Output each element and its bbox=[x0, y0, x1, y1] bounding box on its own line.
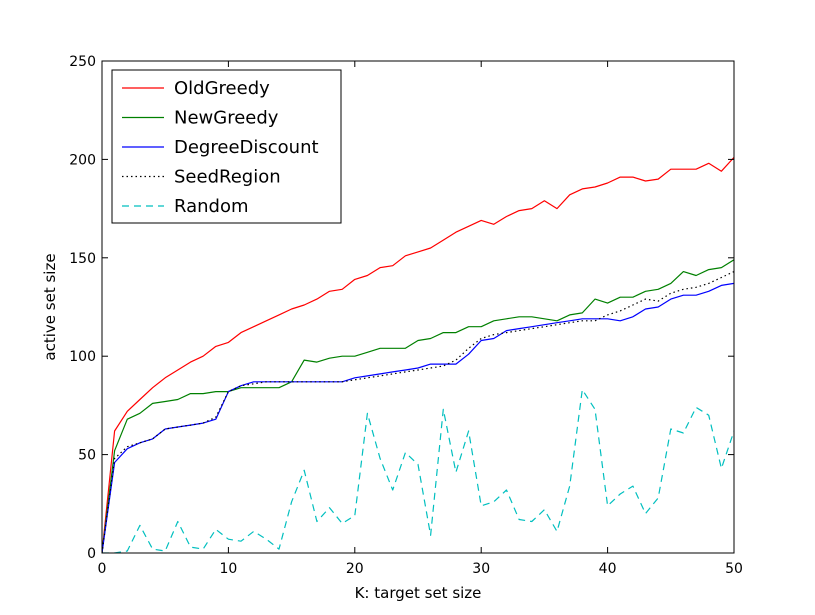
x-tick-label: 20 bbox=[346, 561, 364, 577]
x-tick-label: 10 bbox=[219, 561, 237, 577]
y-tick-label: 50 bbox=[78, 448, 96, 464]
legend-label-seedregion: SeedRegion bbox=[174, 167, 281, 188]
series-line-random bbox=[102, 389, 734, 553]
x-tick-label: 50 bbox=[725, 561, 743, 577]
y-tick-label: 250 bbox=[69, 54, 96, 70]
x-axis-label: K: target set size bbox=[355, 584, 482, 602]
axes-frame bbox=[101, 60, 735, 554]
legend-label-newgreedy: NewGreedy bbox=[174, 108, 279, 129]
x-tick-label: 30 bbox=[472, 561, 490, 577]
series-line-oldgreedy bbox=[102, 156, 734, 553]
x-tick-label: 40 bbox=[599, 561, 617, 577]
y-tick-label: 0 bbox=[87, 546, 96, 562]
legend-label-random: Random bbox=[174, 196, 249, 217]
plot-area bbox=[102, 156, 734, 553]
x-tick-label: 0 bbox=[98, 561, 107, 577]
series-line-seedregion bbox=[102, 271, 734, 553]
legend: OldGreedy NewGreedy DegreeDiscount SeedRegi… bbox=[111, 69, 342, 224]
y-tick-label: 150 bbox=[69, 251, 96, 267]
axis-ticks: 0 10 20 30 40 50 0 50 100 150 200 250 bbox=[69, 54, 743, 577]
series-line-degreediscount bbox=[102, 282, 734, 553]
y-axis-label: active set size bbox=[41, 253, 59, 360]
series-line-newgreedy bbox=[102, 259, 734, 553]
legend-label-oldgreedy: OldGreedy bbox=[174, 78, 270, 99]
legend-label-degreediscount: DegreeDiscount bbox=[174, 137, 319, 158]
y-tick-label: 200 bbox=[69, 152, 96, 168]
y-tick-label: 100 bbox=[69, 349, 96, 365]
